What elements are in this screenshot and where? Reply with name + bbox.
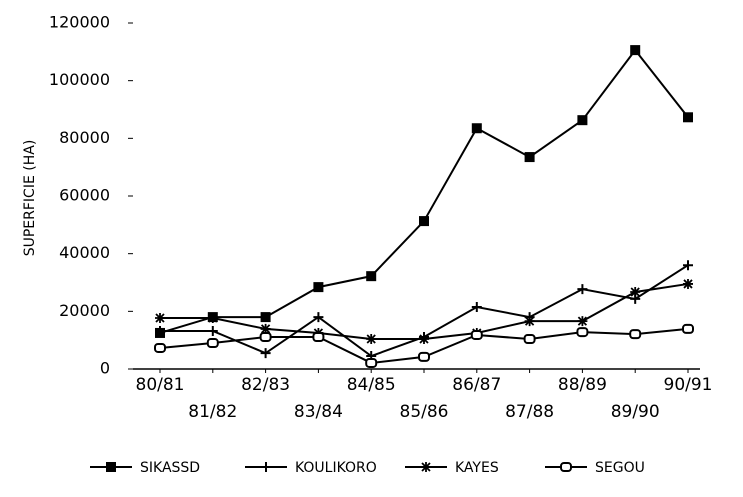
y-tick-label: 120000 bbox=[49, 13, 110, 32]
marker bbox=[683, 260, 693, 271]
legend-label: KOULIKORO bbox=[295, 460, 377, 476]
marker bbox=[630, 287, 641, 298]
marker bbox=[524, 316, 535, 327]
marker bbox=[523, 334, 536, 345]
legend-label: KAYES bbox=[455, 460, 499, 476]
y-tick-label: 80000 bbox=[59, 128, 110, 147]
marker bbox=[260, 348, 271, 359]
marker bbox=[312, 331, 325, 342]
marker bbox=[366, 271, 377, 282]
x-tick-label: 80/81 bbox=[136, 375, 185, 395]
marker bbox=[155, 312, 165, 323]
marker bbox=[630, 45, 641, 56]
y-axis-title: SUPERFICIE (HA) bbox=[22, 140, 38, 257]
marker bbox=[154, 342, 166, 353]
y-tick-label: 60000 bbox=[59, 186, 110, 205]
marker bbox=[577, 316, 588, 327]
y-tick-label: 40000 bbox=[59, 243, 110, 262]
marker bbox=[629, 329, 642, 340]
marker bbox=[421, 462, 431, 472]
marker bbox=[419, 216, 429, 227]
x-tick-label: 83/84 bbox=[294, 402, 343, 422]
marker bbox=[470, 329, 483, 340]
marker bbox=[524, 152, 535, 163]
x-tick-label: 87/88 bbox=[505, 402, 554, 422]
series-line bbox=[160, 282, 689, 341]
x-tick-label: 86/87 bbox=[452, 375, 501, 395]
marker bbox=[683, 278, 693, 289]
marker bbox=[419, 334, 429, 345]
marker bbox=[560, 462, 572, 472]
marker bbox=[576, 327, 589, 338]
marker bbox=[259, 331, 272, 342]
series-line bbox=[159, 48, 689, 334]
y-tick-label: 100000 bbox=[49, 70, 110, 89]
x-tick-label: 82/83 bbox=[241, 375, 290, 395]
y-tick-label: 20000 bbox=[59, 301, 110, 320]
marker bbox=[106, 462, 116, 472]
marker bbox=[471, 302, 482, 313]
marker bbox=[260, 312, 271, 323]
marker bbox=[365, 357, 378, 368]
x-tick-label: 89/90 bbox=[611, 402, 660, 422]
x-tick-label: 85/86 bbox=[400, 402, 449, 422]
marker bbox=[683, 112, 693, 123]
marker bbox=[577, 284, 588, 295]
marker bbox=[260, 323, 271, 334]
marker bbox=[206, 338, 219, 349]
marker bbox=[313, 312, 324, 323]
marker bbox=[471, 123, 482, 134]
marker bbox=[418, 351, 430, 362]
legend-label: SIKASSD bbox=[140, 460, 200, 476]
x-tick-label: 88/89 bbox=[558, 375, 607, 395]
y-tick-label: 0 bbox=[100, 359, 110, 378]
marker bbox=[261, 462, 271, 472]
marker bbox=[207, 325, 218, 336]
marker bbox=[155, 325, 165, 336]
marker bbox=[313, 282, 324, 293]
marker bbox=[577, 115, 588, 126]
x-tick-label: 84/85 bbox=[347, 375, 396, 395]
marker bbox=[682, 323, 694, 334]
marker bbox=[207, 312, 218, 323]
legend-label: SEGOU bbox=[595, 460, 645, 476]
marker bbox=[366, 334, 377, 345]
x-tick-label: 90/91 bbox=[664, 375, 713, 395]
x-tick-label: 81/82 bbox=[188, 402, 237, 422]
